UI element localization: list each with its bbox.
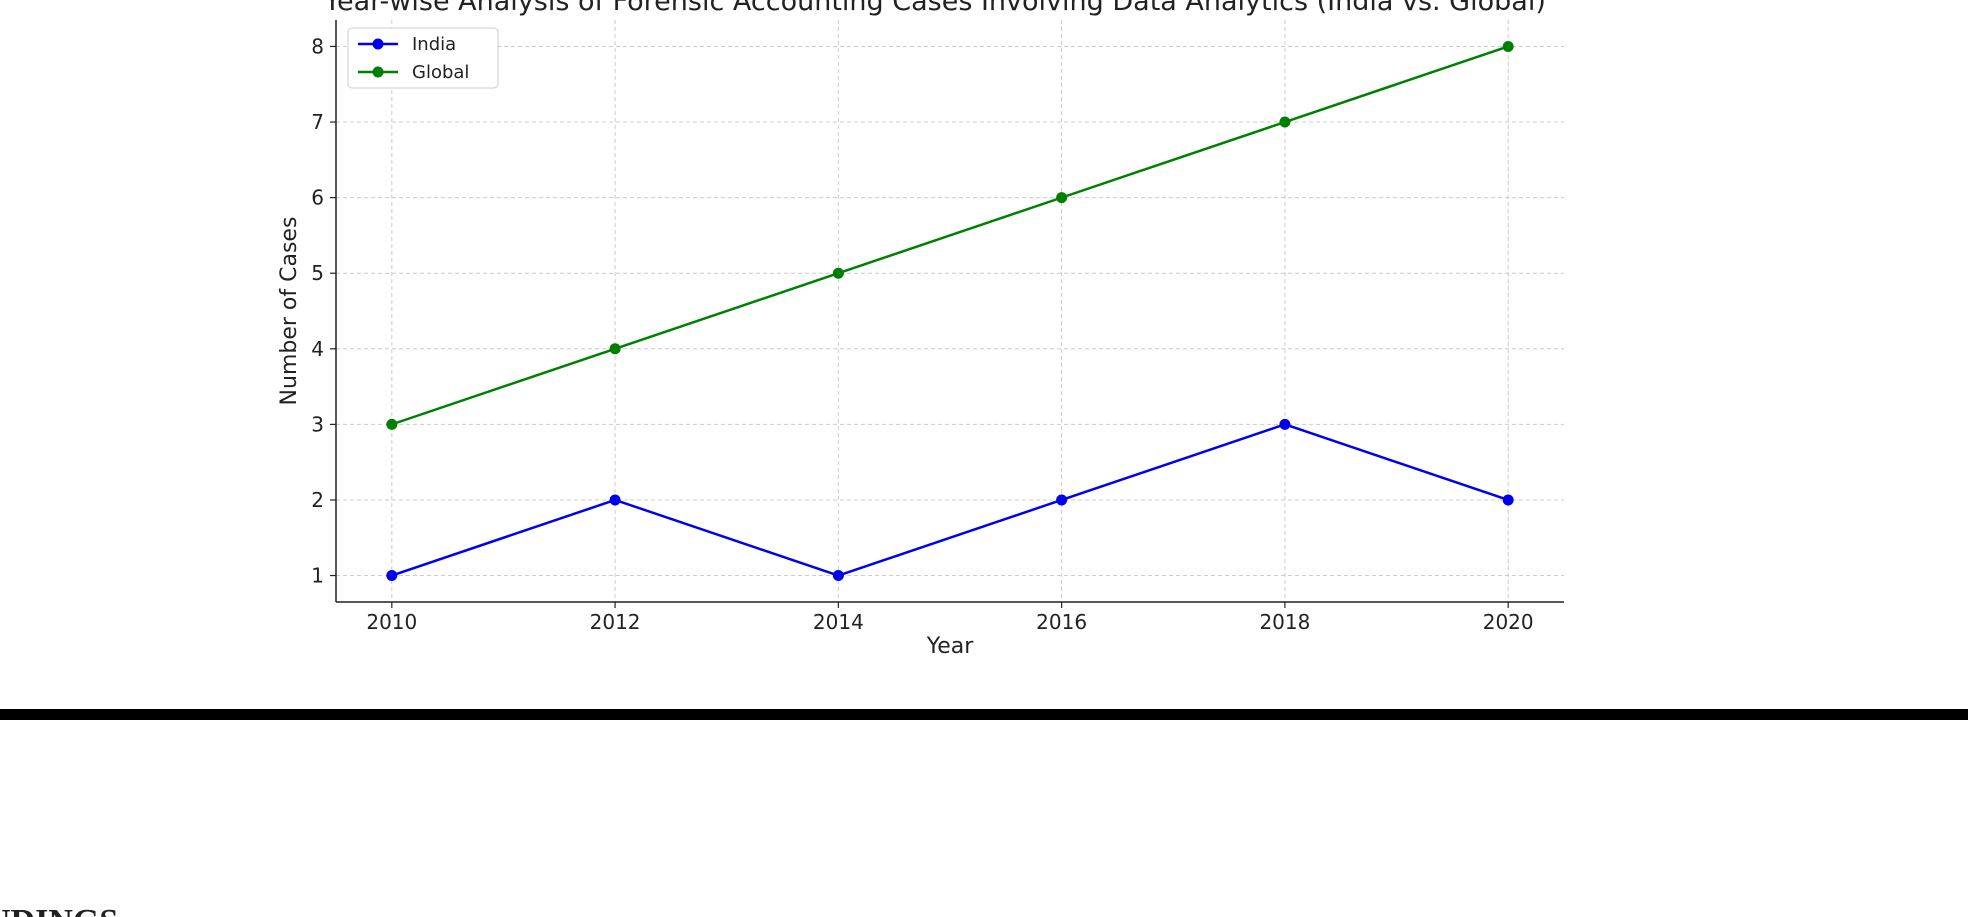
y-tick-label: 5 <box>311 261 324 285</box>
data-point <box>386 570 398 582</box>
y-tick-label: 3 <box>311 412 324 436</box>
series-line <box>391 45 1509 426</box>
chart-title: Year-wise Analysis of Forensic Accountin… <box>323 0 1546 17</box>
x-tick-label: 2010 <box>366 610 417 634</box>
legend-label: Global <box>412 62 469 83</box>
data-point <box>1056 192 1068 204</box>
y-tick-label: 6 <box>311 186 324 210</box>
data-point <box>1502 40 1514 52</box>
data-point <box>832 267 844 279</box>
y-tick-label: 1 <box>311 564 324 588</box>
divider-bar <box>0 709 1968 720</box>
y-tick-label: 8 <box>311 34 324 58</box>
data-point <box>832 570 844 582</box>
data-point <box>609 343 621 355</box>
data-point <box>1279 116 1291 128</box>
y-tick-label: 7 <box>311 110 324 134</box>
series-line <box>391 423 1509 577</box>
legend-marker <box>372 66 384 78</box>
data-point <box>1502 494 1514 506</box>
x-tick-label: 2016 <box>1036 610 1087 634</box>
legend-label: India <box>412 34 456 55</box>
x-tick-label: 2018 <box>1259 610 1310 634</box>
x-tick-label: 2020 <box>1483 610 1534 634</box>
data-point <box>1056 494 1068 506</box>
x-axis-label: Year <box>926 634 975 659</box>
plot-area: 1 2 3 4 5 6 7 8 2010 2012 2014 2016 2018 2020 India Glo… <box>311 20 1564 634</box>
x-tick-label: 2012 <box>590 610 641 634</box>
y-tick-label: 4 <box>311 337 324 361</box>
x-tick-label: 2014 <box>813 610 864 634</box>
data-point <box>386 418 398 430</box>
y-tick-label: 2 <box>311 488 324 512</box>
data-point <box>1279 418 1291 430</box>
data-point <box>609 494 621 506</box>
section-heading: FINDINGS <box>0 903 118 917</box>
legend-marker <box>372 38 384 50</box>
y-axis-label: Number of Cases <box>277 217 302 406</box>
